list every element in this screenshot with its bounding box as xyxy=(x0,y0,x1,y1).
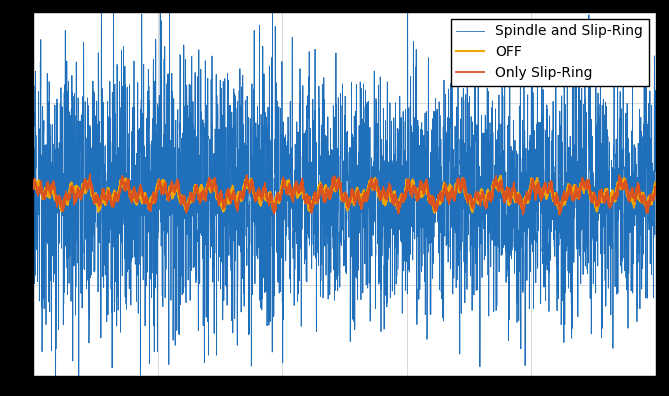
OFF xyxy=(494,181,502,186)
Line: Spindle and Slip-Ring: Spindle and Slip-Ring xyxy=(33,0,656,396)
Only Slip-Ring xyxy=(541,180,549,185)
OFF xyxy=(403,177,411,182)
OFF xyxy=(267,197,275,202)
Spindle and Slip-Ring xyxy=(652,133,660,138)
Only Slip-Ring xyxy=(142,195,151,200)
Only Slip-Ring xyxy=(652,190,660,194)
Spindle and Slip-Ring xyxy=(494,138,502,143)
Only Slip-Ring xyxy=(555,212,563,217)
Only Slip-Ring xyxy=(434,198,442,203)
OFF xyxy=(496,173,504,178)
Spindle and Slip-Ring xyxy=(403,259,411,264)
Spindle and Slip-Ring xyxy=(268,103,276,108)
Spindle and Slip-Ring xyxy=(434,162,442,166)
Only Slip-Ring xyxy=(86,172,94,177)
Line: Only Slip-Ring: Only Slip-Ring xyxy=(33,174,656,215)
OFF xyxy=(555,212,563,217)
Spindle and Slip-Ring xyxy=(541,263,549,268)
OFF xyxy=(29,182,37,187)
Only Slip-Ring xyxy=(29,187,37,192)
Only Slip-Ring xyxy=(494,183,502,188)
Spindle and Slip-Ring xyxy=(142,116,151,121)
Only Slip-Ring xyxy=(403,186,411,190)
Legend: Spindle and Slip-Ring, OFF, Only Slip-Ring: Spindle and Slip-Ring, OFF, Only Slip-Ri… xyxy=(451,19,649,86)
Spindle and Slip-Ring xyxy=(29,192,37,197)
Line: OFF: OFF xyxy=(33,176,656,214)
OFF xyxy=(652,183,660,187)
OFF xyxy=(434,197,442,202)
OFF xyxy=(142,197,151,202)
OFF xyxy=(541,189,549,194)
Only Slip-Ring xyxy=(267,191,275,196)
